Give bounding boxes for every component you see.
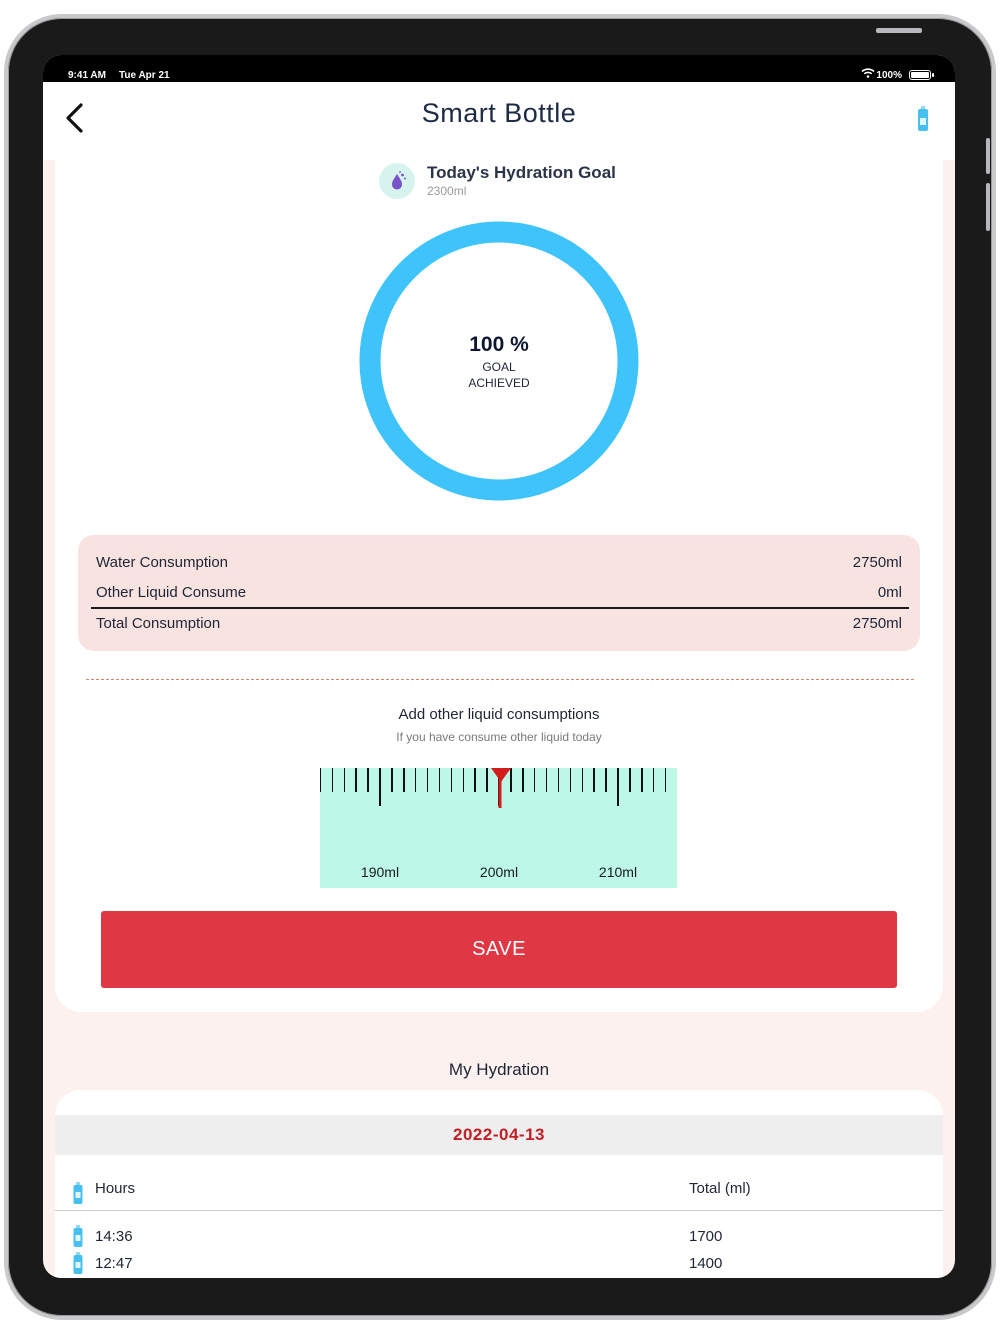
water-consumption-label: Water Consumption [96, 554, 228, 571]
row-time: 12:47 [95, 1255, 133, 1272]
ruler-minor-tick [438, 768, 441, 792]
consumption-summary: Water Consumption 2750ml Other Liquid Co… [78, 535, 920, 651]
ruler-minor-tick [320, 768, 322, 792]
history-date: 2022-04-13 [55, 1115, 943, 1155]
add-liquid-subtitle: If you have consume other liquid today [396, 730, 602, 744]
status-time: 9:41 AM [68, 70, 106, 81]
total-consumption-row: Total Consumption 2750ml [96, 615, 902, 637]
ruler-minor-tick [462, 768, 465, 792]
ruler-label-210: 210ml [598, 864, 638, 880]
ruler-minor-tick [605, 768, 607, 792]
ruler-label-190: 190ml [360, 864, 400, 880]
ruler-minor-tick [641, 768, 643, 792]
row-total: 1700 [689, 1228, 723, 1245]
ruler-minor-tick [343, 768, 346, 792]
dashed-divider [86, 679, 914, 680]
ruler-minor-tick [664, 768, 667, 792]
page-title: Smart Bottle [421, 98, 577, 128]
ruler-minor-tick [450, 768, 453, 792]
my-hydration-heading: My Hydration [448, 1060, 550, 1079]
back-arrow-icon[interactable] [61, 100, 91, 136]
goal-status-label: GOAL ACHIEVED [359, 359, 639, 391]
status-bar: 9:41 AM Tue Apr 21 100% [43, 55, 955, 82]
ruler-minor-tick [522, 768, 524, 792]
goal-status-text: GOAL ACHIEVED [468, 360, 530, 390]
ruler-minor-tick [557, 768, 560, 792]
row-time: 14:36 [95, 1228, 133, 1245]
total-consumption-value: 2750ml [852, 615, 902, 632]
table-row: 14:36 1700 [55, 1223, 943, 1249]
wifi-icon [861, 68, 875, 78]
ruler-major-tick [379, 768, 381, 806]
volume-down-button [986, 183, 990, 231]
water-drop-icon [379, 163, 415, 199]
ruler-minor-tick [391, 768, 393, 792]
goal-amount: 2300ml [427, 184, 467, 198]
app-screen: 9:41 AM Tue Apr 21 100% Smart Bottle [43, 55, 955, 1278]
hydration-history-card: 2022-04-13 Hours Total (ml) 14:36 1700 1… [55, 1090, 943, 1278]
table-row: 12:47 1400 [55, 1250, 943, 1276]
history-table-header: Hours Total (ml) [55, 1175, 943, 1211]
ruler-minor-tick [581, 768, 584, 792]
water-consumption-value: 2750ml [852, 554, 902, 571]
other-liquid-row: Other Liquid Consume 0ml [96, 584, 902, 606]
bottle-icon [73, 1225, 83, 1247]
goal-progress-ring [359, 221, 639, 501]
ruler-minor-tick [652, 768, 655, 792]
total-column-header: Total (ml) [689, 1180, 751, 1197]
ruler-minor-tick [593, 768, 595, 792]
goal-progress-arc [359, 221, 639, 501]
ruler-minor-tick [403, 768, 405, 792]
ruler-minor-tick [545, 768, 548, 792]
ruler-minor-tick [569, 768, 572, 792]
hydration-goal-header: Today's Hydration Goal 2300ml [379, 163, 679, 203]
liquid-amount-ruler[interactable]: 190ml 200ml 210ml [320, 768, 677, 888]
ruler-minor-tick [355, 768, 357, 792]
hours-column-header: Hours [95, 1180, 136, 1197]
other-liquid-label: Other Liquid Consume [96, 584, 247, 601]
power-button [876, 28, 922, 33]
ruler-minor-tick [367, 768, 369, 792]
ruler-minor-tick [474, 768, 476, 792]
ruler-minor-tick [426, 768, 429, 792]
goal-percent: 100 % [469, 333, 529, 356]
ruler-pointer-head[interactable] [491, 768, 511, 782]
other-liquid-value: 0ml [877, 584, 902, 601]
ruler-minor-tick [414, 768, 417, 792]
battery-icon [909, 70, 934, 80]
bottle-icon [73, 1182, 83, 1204]
battery-percent: 100% [876, 70, 902, 81]
summary-divider [91, 607, 909, 609]
row-total: 1400 [689, 1255, 723, 1272]
status-date: Tue Apr 21 [119, 70, 170, 81]
volume-up-button [986, 138, 990, 174]
ruler-minor-tick [331, 768, 334, 792]
bottle-icon[interactable] [917, 106, 929, 132]
water-consumption-row: Water Consumption 2750ml [96, 554, 902, 576]
add-liquid-title: Add other liquid consumptions [398, 706, 600, 723]
goal-title: Today's Hydration Goal [427, 163, 616, 182]
ruler-pointer[interactable] [498, 768, 502, 808]
bottle-icon [73, 1252, 83, 1274]
ruler-minor-tick [486, 768, 488, 792]
ruler-minor-tick [533, 768, 536, 792]
save-button[interactable]: SAVE [101, 911, 897, 988]
ruler-major-tick [617, 768, 619, 806]
ruler-minor-tick [629, 768, 631, 792]
ruler-label-200: 200ml [479, 864, 519, 880]
total-consumption-label: Total Consumption [96, 615, 221, 632]
